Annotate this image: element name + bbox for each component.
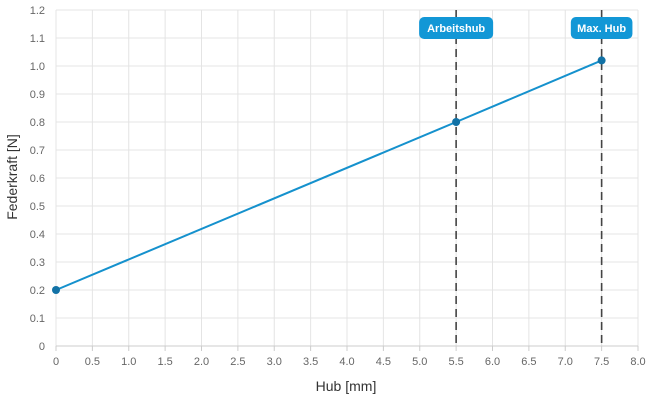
x-tick-label: 2.5	[230, 356, 245, 368]
x-tick-label: 7.5	[594, 356, 609, 368]
series	[52, 56, 606, 294]
y-tick-label: 0.2	[30, 285, 45, 297]
y-tick-label: 0.8	[30, 117, 45, 129]
y-axis-ticks: 0 0.1 0.2 0.3 0.4 0.5 0.6 0.7 0.8 0.9 1.0 1.1 1.2	[30, 5, 45, 353]
y-tick-label: 0.6	[30, 173, 45, 185]
reference-badge	[570, 17, 633, 39]
grid	[55, 9, 639, 347]
x-tick-label: 1.5	[157, 356, 172, 368]
y-tick-label: 1.1	[30, 33, 45, 45]
y-tick-label: 1.0	[30, 61, 45, 73]
x-tick-label: 2.0	[194, 356, 209, 368]
x-tick-label: 7.0	[558, 356, 573, 368]
reference-label: Max. Hub	[577, 23, 626, 35]
y-tick-label: 0.4	[30, 229, 45, 241]
x-tick-label: 8.0	[630, 356, 645, 368]
x-tick-label: 3.0	[267, 356, 282, 368]
y-tick-label: 1.2	[30, 5, 45, 17]
x-tick-label: 1.0	[121, 356, 136, 368]
x-tick-label: 5.0	[412, 356, 427, 368]
x-tick-label: 3.5	[303, 356, 318, 368]
x-tick-label: 6.5	[521, 356, 536, 368]
y-tick-label: 0.7	[30, 145, 45, 157]
x-tick-label: 5.5	[448, 356, 463, 368]
y-tick-label: 0.1	[30, 313, 45, 325]
data-point[interactable]	[452, 118, 461, 126]
y-axis-title: Federkraft [N]	[4, 134, 20, 220]
data-point[interactable]	[597, 56, 606, 65]
x-tick-label: 4.0	[339, 356, 354, 368]
x-tick-label: 0.5	[85, 356, 100, 368]
series-line	[55, 59, 603, 291]
x-tick-label: 4.5	[376, 356, 391, 368]
x-axis-title: Hub [mm]	[316, 378, 377, 394]
y-tick-label: 0	[39, 341, 45, 353]
reference-lines: Arbeitshub Max. Hub	[419, 10, 633, 346]
x-tick-label: 0	[53, 356, 59, 368]
reference-label: Arbeitshub	[427, 23, 485, 35]
reference-badge	[419, 17, 494, 39]
y-tick-label: 0.5	[30, 201, 45, 213]
y-tick-label: 0.3	[30, 257, 45, 269]
x-tick-label: 6.0	[485, 356, 500, 368]
y-tick-label: 0.9	[30, 89, 45, 101]
data-point[interactable]	[52, 286, 60, 294]
x-axis-ticks: 0 0.5 1.0 1.5 2.0 2.5 3.0 3.5 4.0 4.5 5.0 5.5 6.0 6.5…	[53, 346, 646, 368]
